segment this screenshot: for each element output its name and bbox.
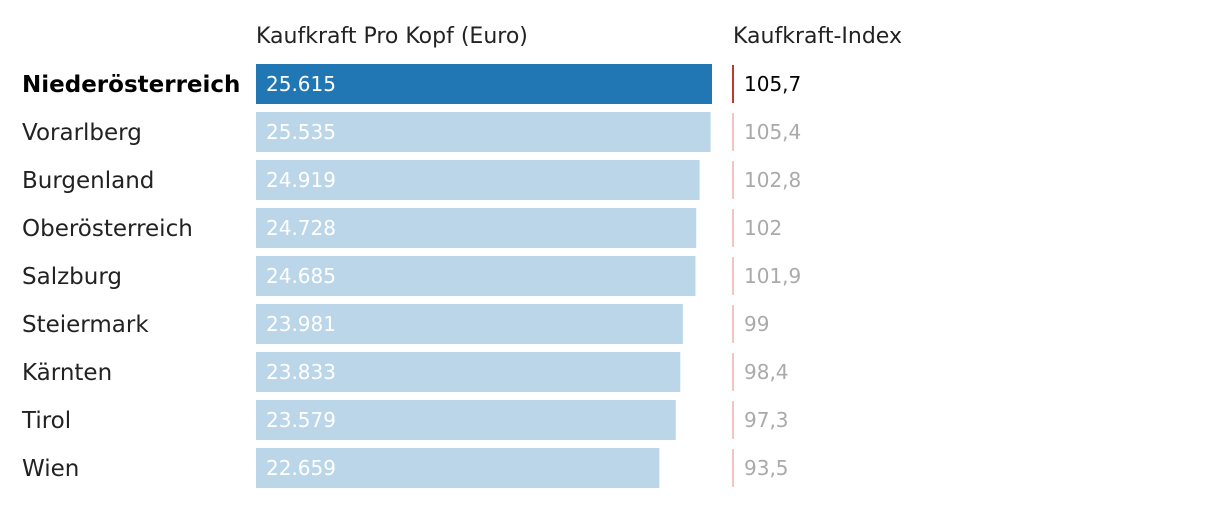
bar-value-label: 23.579 xyxy=(266,408,336,432)
bar xyxy=(256,112,711,152)
index-marker xyxy=(732,65,734,103)
index-value-label: 102,8 xyxy=(744,168,801,192)
index-marker xyxy=(732,305,734,343)
bar xyxy=(256,64,712,104)
index-value-label: 105,7 xyxy=(744,72,801,96)
bar xyxy=(256,160,700,200)
rows: Niederösterreich 25.615 105,7 Vorarlberg 25.… xyxy=(21,64,801,488)
index-value-label: 101,9 xyxy=(744,264,801,288)
values-header: Kaufkraft Pro Kopf (Euro) xyxy=(256,24,528,49)
bar-value-label: 23.981 xyxy=(266,312,336,336)
category-label: Salzburg xyxy=(22,264,122,290)
bar xyxy=(256,256,696,296)
category-label: Niederösterreich xyxy=(22,72,240,98)
bar xyxy=(256,352,681,392)
bar-value-label: 24.685 xyxy=(266,264,336,288)
category-label: Tirol xyxy=(21,408,71,434)
index-value-label: 105,4 xyxy=(744,120,801,144)
index-marker xyxy=(732,161,734,199)
index-value-label: 97,3 xyxy=(744,408,789,432)
index-header: Kaufkraft-Index xyxy=(733,24,902,49)
index-marker xyxy=(732,353,734,391)
category-label: Oberösterreich xyxy=(22,216,193,242)
index-value-label: 93,5 xyxy=(744,456,789,480)
category-label: Steiermark xyxy=(22,312,149,338)
index-marker xyxy=(732,209,734,247)
bar xyxy=(256,208,697,248)
index-value-label: 98,4 xyxy=(744,360,789,384)
category-label: Vorarlberg xyxy=(22,120,142,146)
index-value-label: 99 xyxy=(744,312,769,336)
index-marker xyxy=(732,449,734,487)
index-value-label: 102 xyxy=(744,216,782,240)
bar-value-label: 25.615 xyxy=(266,72,336,96)
category-label: Kärnten xyxy=(22,360,112,386)
index-marker xyxy=(732,113,734,151)
bar xyxy=(256,448,660,488)
bar-value-label: 24.728 xyxy=(266,216,336,240)
bar-value-label: 24.919 xyxy=(266,168,336,192)
category-label: Wien xyxy=(22,456,79,482)
bar-value-label: 22.659 xyxy=(266,456,336,480)
bar xyxy=(256,400,676,440)
bar-value-label: 23.833 xyxy=(266,360,336,384)
index-marker xyxy=(732,257,734,295)
category-label: Burgenland xyxy=(22,168,154,194)
index-marker xyxy=(732,401,734,439)
bar-value-label: 25.535 xyxy=(266,120,336,144)
bar xyxy=(256,304,683,344)
